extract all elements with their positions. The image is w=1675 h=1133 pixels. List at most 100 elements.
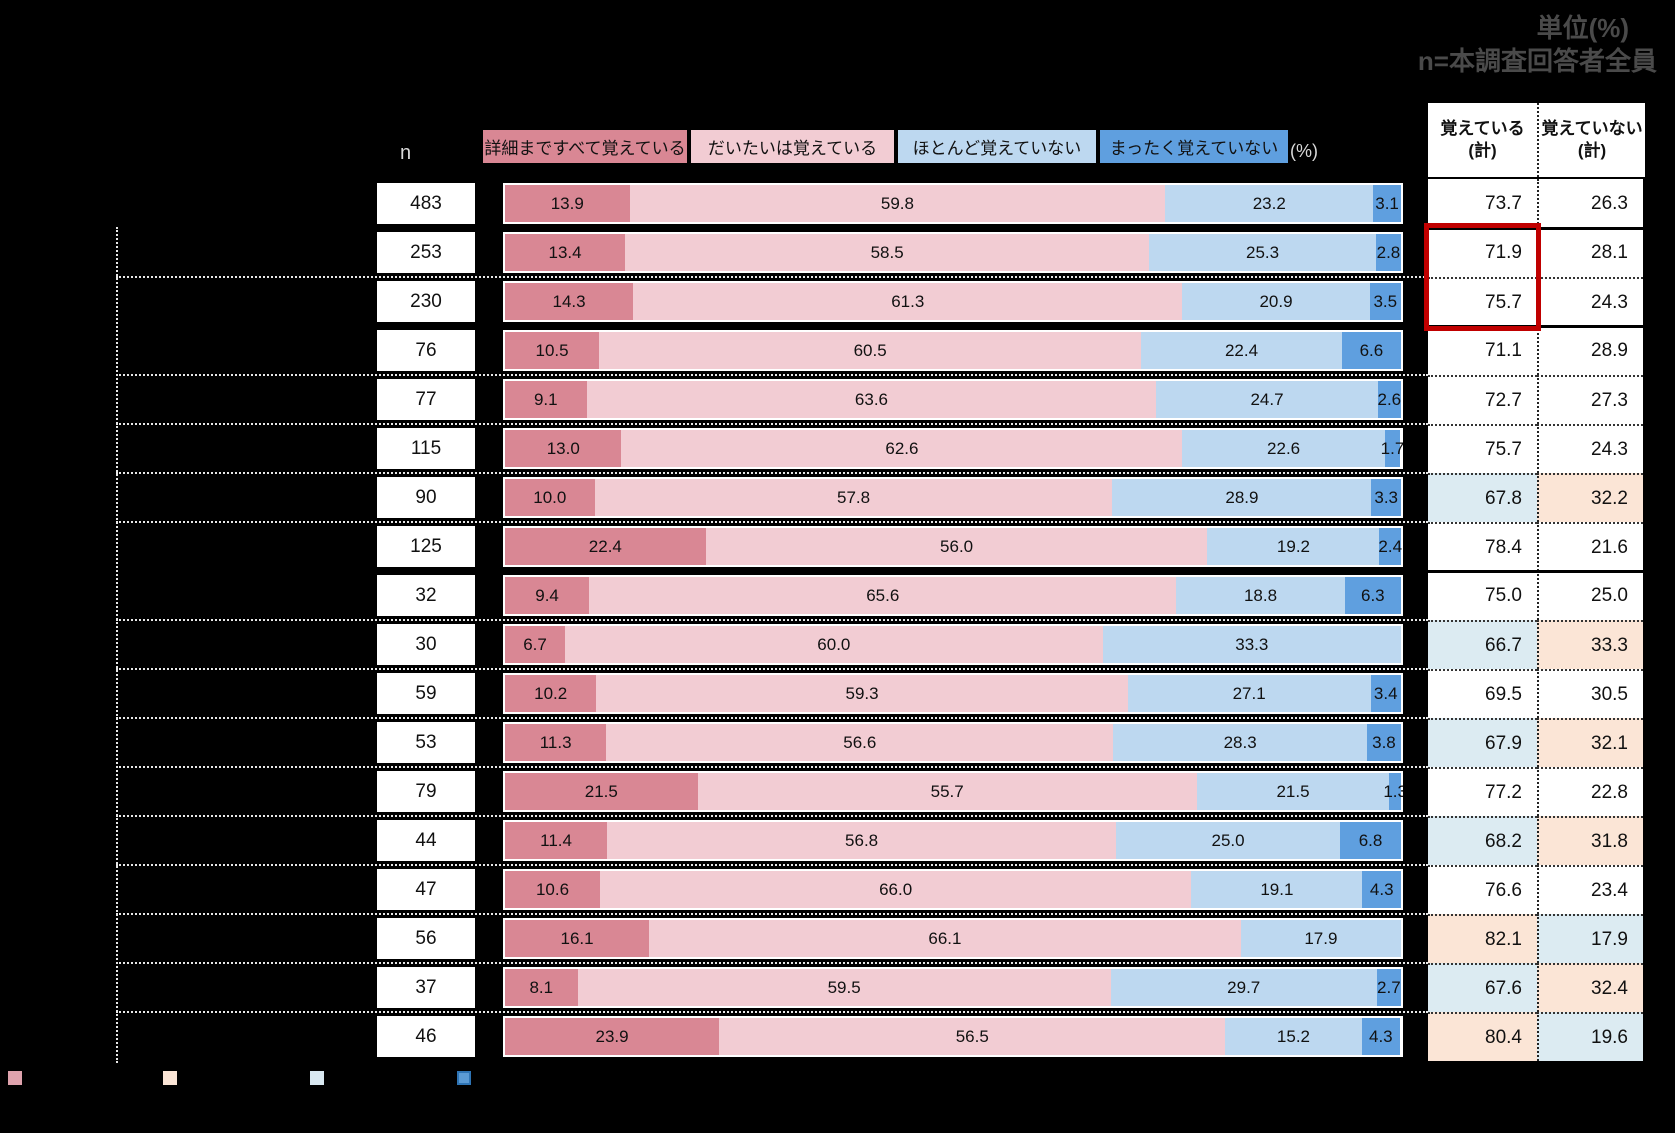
total-remember-cell: 66.7 <box>1428 620 1537 669</box>
total-forget-cell: 25.0 <box>1537 571 1643 620</box>
bar-segment-2: 66.1 <box>649 920 1241 957</box>
bar-segment-label: 18.8 <box>1243 585 1278 605</box>
total-remember-cell: 68.2 <box>1428 816 1537 865</box>
total-forget-cell: 23.4 <box>1537 865 1643 914</box>
bar-segment-1: 11.3 <box>505 724 607 761</box>
legend-chip-remember-none: まったく覚えていない <box>1100 130 1288 163</box>
stacked-bar: 10.5 60.5 22.4 6.6 <box>503 330 1403 371</box>
row-separator-dotted <box>116 374 1428 376</box>
n-value: 30 <box>375 622 477 667</box>
bar-segment-label: 25.0 <box>1211 830 1245 850</box>
bar-segment-1: 11.4 <box>505 822 608 859</box>
bar-segment-label: 11.3 <box>539 732 572 752</box>
row-separator-dotted <box>116 766 1428 768</box>
bar-segment-3: 22.4 <box>1141 332 1342 369</box>
bar-segment-3: 27.1 <box>1127 675 1371 712</box>
bar-segment-2: 60.0 <box>565 626 1103 663</box>
bar-segment-label: 56.8 <box>845 830 879 850</box>
bar-segment-label: 3.1 <box>1375 193 1399 213</box>
stacked-bar: 16.1 66.1 17.9 <box>503 918 1403 959</box>
row-separator-dotted <box>116 668 1428 670</box>
bar-segment-3: 33.3 <box>1102 626 1401 663</box>
bar-segment-label: 58.5 <box>870 242 904 262</box>
bar-segment-4: 2.7 <box>1376 969 1401 1006</box>
total-remember-cell: 67.8 <box>1428 473 1537 522</box>
bar-segment-4: 2.4 <box>1378 528 1402 565</box>
bar-segment-1: 10.2 <box>505 675 597 712</box>
row-separator-dotted <box>116 913 1428 915</box>
group-separator-solid <box>1428 570 1643 573</box>
total-remember-cell: 72.7 <box>1428 375 1537 424</box>
total-forget-header: 覚えていない (計) <box>1537 103 1645 177</box>
bar-segment-1: 10.0 <box>505 479 595 516</box>
total-forget-header-line1: 覚えていない <box>1541 119 1643 138</box>
bar-segment-label: 59.5 <box>827 977 861 997</box>
bar-segment-3: 22.6 <box>1182 430 1385 467</box>
bar-segment-label: 8.1 <box>529 977 554 997</box>
legend-chip-remember-all: 詳細まですべて覚えている <box>483 130 687 163</box>
total-remember-cell: 80.4 <box>1428 1012 1537 1061</box>
group-separator-solid <box>1428 177 1643 179</box>
left-axis-dotted-line <box>116 227 118 1063</box>
bar-segment-label: 57.8 <box>836 487 871 507</box>
bar-segment-4: 3.8 <box>1366 724 1401 761</box>
n-value: 32 <box>375 573 477 618</box>
bar-segment-label: 3.3 <box>1374 487 1398 507</box>
total-remember-cell: 67.9 <box>1428 718 1537 767</box>
bar-segment-2: 63.6 <box>586 381 1157 418</box>
bar-segment-3: 15.2 <box>1225 1018 1362 1055</box>
total-remember-cell: 82.1 <box>1428 914 1537 963</box>
total-remember-cell: 71.9 <box>1428 228 1537 277</box>
bar-segment-label: 20.9 <box>1259 291 1293 311</box>
bar-segment-label: 10.2 <box>534 683 568 703</box>
total-forget-cell: 32.1 <box>1537 718 1643 767</box>
total-forget-cell: 32.2 <box>1537 473 1643 522</box>
bar-segment-4: 6.8 <box>1340 822 1401 859</box>
bar-segment-label: 22.4 <box>588 536 622 556</box>
total-forget-cell: 30.5 <box>1537 669 1643 718</box>
bar-segment-label: 59.8 <box>880 193 914 213</box>
bar-segment-label: 13.0 <box>546 438 580 458</box>
bar-segment-1: 9.1 <box>505 381 587 418</box>
base-label: n=本調査回答者全員 <box>1417 46 1657 76</box>
bar-segment-label: 56.6 <box>843 732 877 752</box>
n-value: 230 <box>375 279 477 324</box>
bar-segment-3: 28.3 <box>1113 724 1367 761</box>
legend-chip-remember-mostly: だいたいは覚えている <box>691 130 894 163</box>
bar-segment-label: 4.3 <box>1369 1026 1393 1046</box>
bar-segment-label: 60.5 <box>853 340 887 360</box>
bar-segment-2: 56.0 <box>705 528 1208 565</box>
bar-segment-label: 6.8 <box>1358 830 1383 850</box>
bar-segment-4: 4.3 <box>1361 1018 1401 1055</box>
stacked-bar: 11.4 56.8 25.0 6.8 <box>503 820 1403 861</box>
bar-segment-1: 13.0 <box>505 430 622 467</box>
row-separator-dotted <box>116 1011 1428 1013</box>
stacked-bar: 8.1 59.5 29.7 2.7 <box>503 967 1403 1008</box>
bar-segment-3: 25.0 <box>1116 822 1341 859</box>
legend-swatch-peach <box>163 1071 177 1085</box>
bar-segment-3: 25.3 <box>1149 234 1376 271</box>
bar-segment-label: 11.4 <box>540 830 572 850</box>
total-forget-cell: 26.3 <box>1537 179 1643 228</box>
n-value: 483 <box>375 181 477 226</box>
bar-segment-label: 10.6 <box>535 879 570 899</box>
bar-segment-2: 59.8 <box>629 185 1166 222</box>
group-separator-solid <box>1428 1061 1643 1063</box>
stacked-bar: 23.9 56.5 15.2 4.3 <box>503 1016 1403 1057</box>
bar-segment-2: 62.6 <box>621 430 1183 467</box>
bar-segment-label: 56.5 <box>955 1026 989 1046</box>
bar-segment-4: 4.3 <box>1362 871 1401 908</box>
unit-label: 単位(%) <box>1536 13 1629 43</box>
n-value: 44 <box>375 818 477 863</box>
row-separator-dotted <box>116 864 1428 866</box>
chart-title: 単位(%) n=本調査回答者全員 <box>1418 12 1657 78</box>
total-forget-cell: 21.6 <box>1537 522 1643 571</box>
total-forget-cell: 24.3 <box>1537 277 1643 326</box>
bar-segment-label: 1.3 <box>1383 781 1403 801</box>
bar-segment-4: 3.5 <box>1369 283 1401 320</box>
n-value: 59 <box>375 671 477 716</box>
total-forget-cell: 31.8 <box>1537 816 1643 865</box>
total-forget-cell: 17.9 <box>1537 914 1643 963</box>
bar-segment-3: 21.5 <box>1196 773 1390 810</box>
legend-swatch-pink <box>8 1071 22 1085</box>
